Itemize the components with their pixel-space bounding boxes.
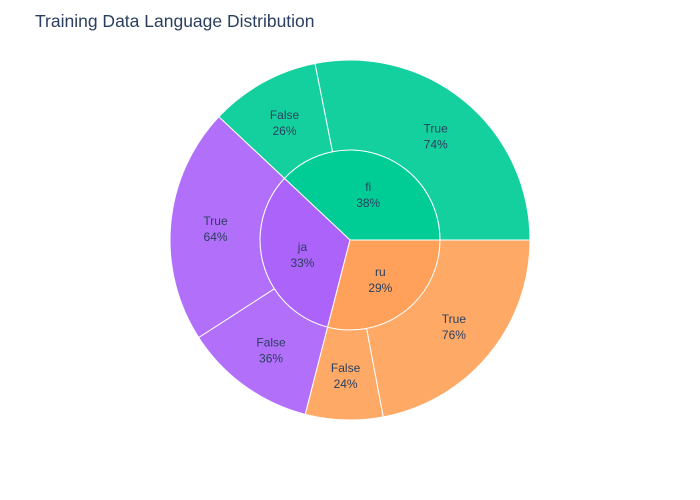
sunburst-arcs [169,59,531,421]
segment-label-ru: ru 29% [368,265,392,295]
segment-label-fi-false: False 26% [270,108,300,138]
segment-label-ja-true: True 64% [203,214,228,244]
sunburst-labels: fi 38% True 74% False 26% ja 33% True 64% False 36%… [203,108,466,391]
segment-label-ru-true: True 76% [442,312,467,342]
segment-label-ja: ja 33% [290,240,314,270]
segment-label-fi-true: True 74% [424,122,449,152]
outer-segment-ja-true[interactable] [169,116,286,339]
chart-title: Training Data Language Distribution [35,11,315,31]
segment-label-fi: fi 38% [356,180,380,210]
segment-label-ja-false: False 36% [256,336,286,366]
segment-label-ru-false: False 24% [331,361,361,391]
outer-segment-fi-true[interactable] [314,59,531,241]
outer-segment-ru-true[interactable] [366,239,531,418]
